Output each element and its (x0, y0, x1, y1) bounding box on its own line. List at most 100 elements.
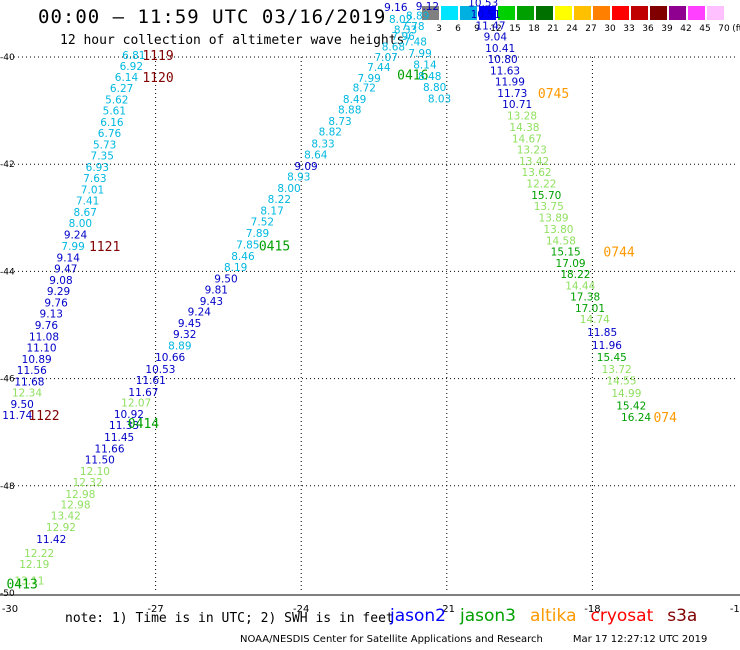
legend-swatch (707, 6, 724, 20)
legend-label: 30 (604, 24, 616, 34)
wave-height-label: 13.75 (534, 201, 564, 213)
wave-height-label: 14.99 (611, 388, 641, 400)
legend-label: 70 (718, 24, 730, 34)
wave-height-label: 13.11 (14, 576, 44, 588)
wave-height-label: 12.19 (19, 559, 49, 571)
wave-height-label: 8.03 (428, 93, 451, 105)
wave-height-label: 6.76 (98, 128, 122, 140)
legend-swatch (460, 6, 477, 20)
wave-height-label: 8.17 (260, 205, 283, 217)
wave-height-label: 6.81 (122, 50, 145, 62)
wave-height-label: 15.70 (531, 190, 561, 202)
wave-height-label: 10.53 (145, 364, 175, 376)
legend-label: 15 (509, 24, 521, 34)
legend-label: 3 (436, 24, 442, 34)
wave-height-label: 7.44 (367, 62, 391, 74)
wave-height-label: 11.10 (27, 343, 57, 355)
wave-height-label: 13.62 (522, 167, 552, 179)
legend-label: 12 (490, 24, 502, 34)
wave-height-label: 9.43 (200, 296, 223, 308)
legend-label: 39 (661, 24, 673, 34)
wave-height-label: 5.61 (103, 106, 126, 118)
wave-height-label: 7.89 (246, 228, 269, 240)
wave-height-label: 10.89 (22, 354, 52, 366)
pass-time-label: 1121 (89, 240, 120, 255)
wave-height-label: 7.63 (83, 173, 106, 185)
wave-height-label: 9.09 (294, 161, 317, 173)
wave-height-label: 7.99 (408, 48, 431, 60)
wave-height-label: 9.32 (173, 329, 196, 341)
wave-height-label: 11.99 (495, 77, 525, 89)
legend-swatch (517, 6, 534, 20)
wave-height-label: 7.01 (81, 184, 104, 196)
wave-height-label: 14.74 (580, 314, 610, 326)
wave-height-label: 10.53 (468, 0, 498, 9)
pass-time-label: 0413 (6, 577, 37, 592)
wave-height-label: 10.71 (502, 99, 532, 111)
wave-height-label: 11.47 (475, 20, 505, 32)
legend-label: 9 (474, 24, 480, 34)
wave-height-label: 8.82 (319, 127, 342, 139)
pass-time-label: 0414 (128, 417, 159, 432)
wave-height-label: 12.22 (24, 548, 54, 560)
wave-height-label: 9.14 (57, 252, 81, 264)
wave-height-label: 6.92 (120, 61, 143, 73)
wave-height-label: 8.72 (353, 83, 376, 95)
wave-height-label: 14.44 (565, 280, 595, 292)
wave-height-label: 8.89 (168, 340, 191, 352)
pass-time-label: 1120 (142, 71, 173, 86)
y-tick-label: -46 (0, 375, 15, 385)
wave-height-label: 10.51 (471, 9, 501, 21)
wave-height-label: 16.24 (621, 412, 651, 424)
wave-height-label: 7.07 (374, 52, 397, 64)
wave-height-label: 11.50 (85, 455, 115, 467)
map-title: 00:00 – 11:59 UTC 03/16/2019 (38, 6, 387, 28)
legend-swatch (536, 6, 553, 20)
wave-height-label: 11.42 (36, 534, 66, 546)
wave-height-label: 10.66 (155, 352, 185, 364)
wave-height-label: 7.52 (251, 217, 274, 229)
wave-height-label: 12.22 (526, 178, 556, 190)
x-tick-label: -24 (293, 604, 309, 615)
wave-height-label: 8.64 (304, 150, 328, 162)
satellite-cryosat: cryosat (590, 606, 654, 626)
wave-height-label: 13.42 (51, 510, 81, 522)
wave-height-label: 8.46 (231, 251, 255, 263)
footer-timestamp: Mar 17 12:27:12 UTC 2019 (572, 634, 708, 645)
legend-label: 6 (455, 24, 461, 34)
pass-time-label: 0744 (603, 246, 634, 261)
wave-height-label: 8.88 (338, 105, 361, 117)
wave-height-label: 9.29 (47, 286, 70, 298)
wave-height-label: 10.92 (114, 409, 144, 421)
wave-height-label: 6.14 (115, 72, 139, 84)
legend-swatch (574, 6, 591, 20)
pass-time-label: 1122 (28, 409, 59, 424)
wave-height-label: 8.02 (389, 14, 412, 26)
wave-height-label: 8.00 (69, 218, 92, 230)
wave-height-label: 13.89 (539, 212, 569, 224)
wave-height-label: 13.80 (543, 224, 573, 236)
wave-height-label: 8.93 (287, 172, 310, 184)
wave-height-label: 12.98 (65, 489, 95, 501)
wave-height-label: 8.68 (382, 41, 405, 53)
wave-height-label: 12.34 (12, 388, 42, 400)
wave-height-label: 8.49 (343, 94, 366, 106)
legend-swatch (479, 6, 496, 20)
wave-height-label: 9.08 (49, 275, 72, 287)
wave-height-label: 8.33 (394, 25, 417, 37)
wave-height-label: 13.23 (517, 145, 547, 157)
wave-height-label: 12.98 (60, 500, 90, 512)
wave-height-label: 11.68 (14, 376, 44, 388)
wave-height-label: 11.73 (497, 88, 527, 100)
wave-height-label: 8.33 (311, 138, 334, 150)
wave-height-label: 13.42 (519, 156, 549, 168)
wave-height-label: 9.76 (44, 297, 68, 309)
legend-label: 42 (680, 24, 692, 34)
legend-swatch (441, 6, 458, 20)
wave-height-label: 11.45 (104, 432, 134, 444)
wave-height-label: 9.13 (40, 309, 63, 321)
wave-height-label: 11.33 (109, 420, 139, 432)
satellite-altika: altika (530, 606, 577, 626)
legend-label: 24 (566, 24, 578, 34)
